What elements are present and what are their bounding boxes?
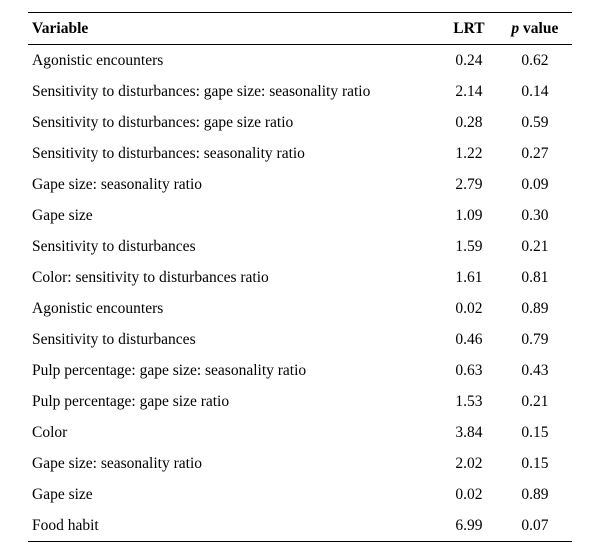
p-italic: p (511, 20, 519, 37)
cell-p: 0.79 (498, 324, 572, 355)
cell-lrt: 2.14 (440, 76, 498, 107)
header-variable: Variable (28, 13, 440, 45)
table-row: Gape size 1.09 0.30 (28, 200, 572, 231)
cell-lrt: 1.22 (440, 138, 498, 169)
table-row: Agonistic encounters 0.24 0.62 (28, 45, 572, 77)
cell-p: 0.30 (498, 200, 572, 231)
cell-variable: Agonistic encounters (28, 45, 440, 77)
header-pvalue: p value (498, 13, 572, 45)
cell-lrt: 0.28 (440, 107, 498, 138)
cell-lrt: 2.02 (440, 448, 498, 479)
cell-p: 0.81 (498, 262, 572, 293)
cell-lrt: 1.09 (440, 200, 498, 231)
cell-variable: Gape size (28, 200, 440, 231)
cell-lrt: 3.84 (440, 417, 498, 448)
cell-variable: Pulp percentage: gape size: seasonality … (28, 355, 440, 386)
cell-p: 0.89 (498, 293, 572, 324)
cell-lrt: 0.02 (440, 479, 498, 510)
header-lrt: LRT (440, 13, 498, 45)
cell-variable: Pulp percentage: gape size ratio (28, 386, 440, 417)
cell-variable: Color (28, 417, 440, 448)
cell-lrt: 0.24 (440, 45, 498, 77)
cell-variable: Sensitivity to disturbances: gape size r… (28, 107, 440, 138)
table-row: Pulp percentage: gape size: seasonality … (28, 355, 572, 386)
cell-lrt: 1.53 (440, 386, 498, 417)
table-header-row: Variable LRT p value (28, 13, 572, 45)
cell-variable: Gape size (28, 479, 440, 510)
cell-lrt: 1.61 (440, 262, 498, 293)
p-value-text: value (519, 20, 558, 37)
cell-lrt: 0.63 (440, 355, 498, 386)
stats-table: Variable LRT p value Agonistic encounter… (28, 12, 572, 542)
cell-lrt: 0.46 (440, 324, 498, 355)
cell-p: 0.14 (498, 76, 572, 107)
cell-lrt: 0.02 (440, 293, 498, 324)
cell-lrt: 1.59 (440, 231, 498, 262)
table-row: Pulp percentage: gape size ratio 1.53 0.… (28, 386, 572, 417)
table-row: Sensitivity to disturbances: seasonality… (28, 138, 572, 169)
table-row: Color 3.84 0.15 (28, 417, 572, 448)
cell-variable: Color: sensitivity to disturbances ratio (28, 262, 440, 293)
cell-variable: Sensitivity to disturbances (28, 231, 440, 262)
cell-variable: Sensitivity to disturbances: seasonality… (28, 138, 440, 169)
cell-lrt: 2.79 (440, 169, 498, 200)
cell-p: 0.21 (498, 386, 572, 417)
cell-p: 0.27 (498, 138, 572, 169)
cell-p: 0.15 (498, 448, 572, 479)
cell-p: 0.62 (498, 45, 572, 77)
table-row: Color: sensitivity to disturbances ratio… (28, 262, 572, 293)
cell-p: 0.21 (498, 231, 572, 262)
cell-p: 0.43 (498, 355, 572, 386)
table-row: Agonistic encounters 0.02 0.89 (28, 293, 572, 324)
cell-variable: Sensitivity to disturbances: gape size: … (28, 76, 440, 107)
table-row: Sensitivity to disturbances: gape size: … (28, 76, 572, 107)
cell-variable: Agonistic encounters (28, 293, 440, 324)
cell-p: 0.59 (498, 107, 572, 138)
table-row: Gape size: seasonality ratio 2.02 0.15 (28, 448, 572, 479)
table-row: Sensitivity to disturbances 1.59 0.21 (28, 231, 572, 262)
table-row: Sensitivity to disturbances: gape size r… (28, 107, 572, 138)
table-row: Gape size: seasonality ratio 2.79 0.09 (28, 169, 572, 200)
cell-p: 0.15 (498, 417, 572, 448)
table-row: Gape size 0.02 0.89 (28, 479, 572, 510)
cell-p: 0.09 (498, 169, 572, 200)
cell-variable: Gape size: seasonality ratio (28, 448, 440, 479)
table-body: Agonistic encounters 0.24 0.62 Sensitivi… (28, 45, 572, 542)
cell-p: 0.89 (498, 479, 572, 510)
cell-variable: Sensitivity to disturbances (28, 324, 440, 355)
cell-variable: Gape size: seasonality ratio (28, 169, 440, 200)
table-row: Sensitivity to disturbances 0.46 0.79 (28, 324, 572, 355)
